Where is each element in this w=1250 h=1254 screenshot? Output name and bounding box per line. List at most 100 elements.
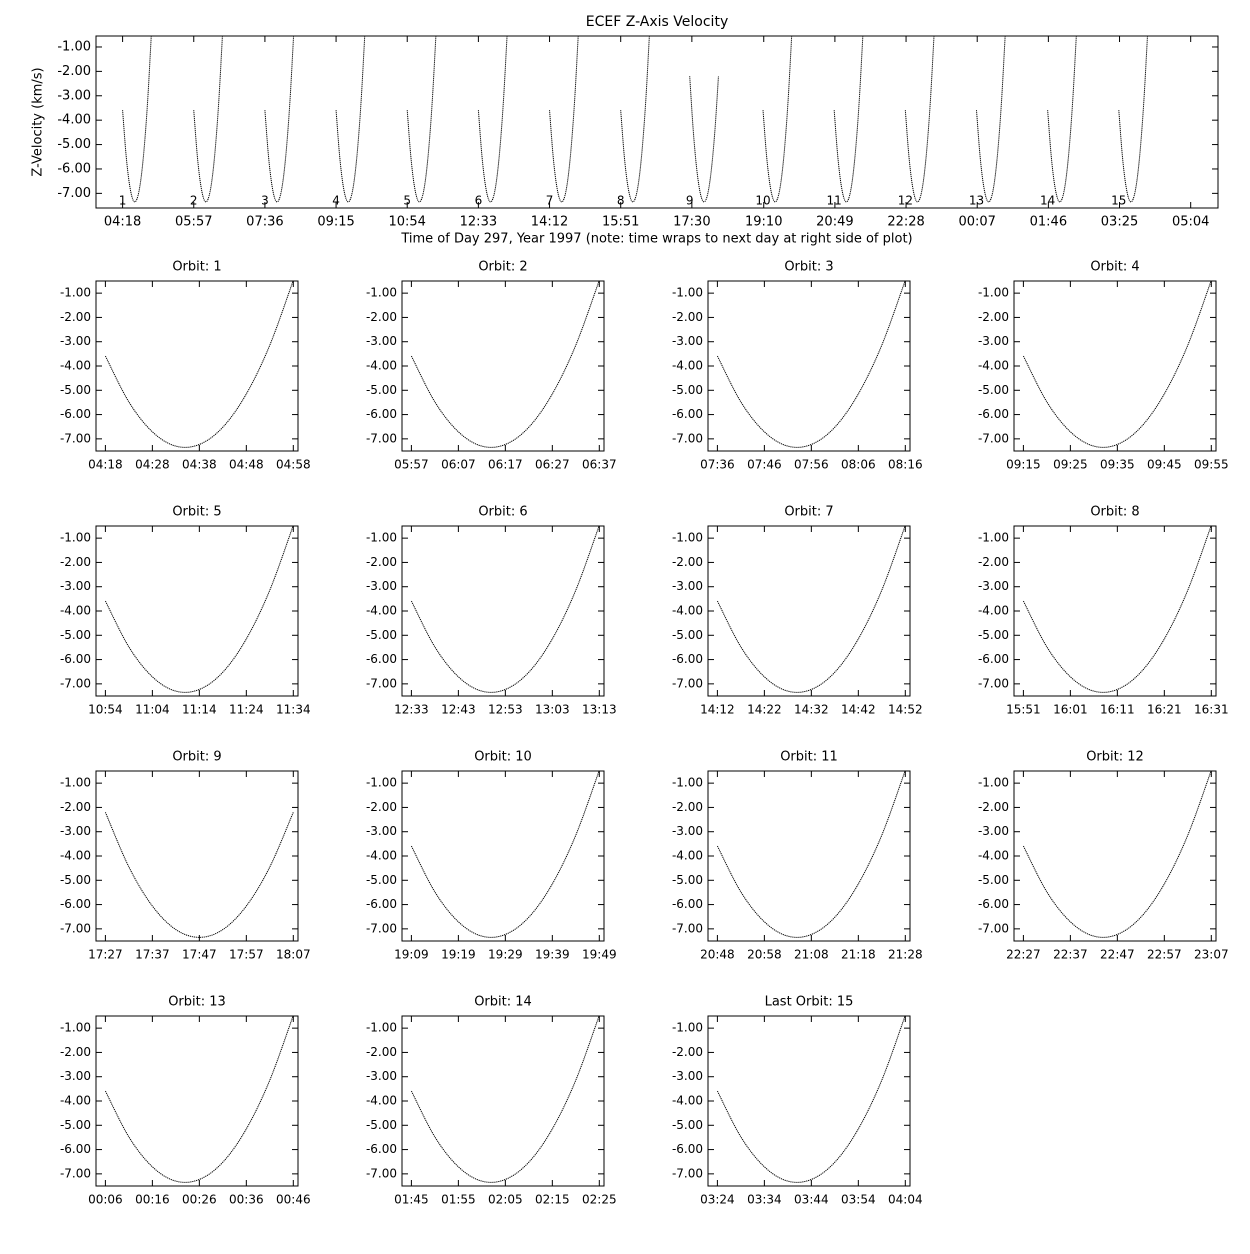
y-tick-label: -3.00: [672, 1069, 703, 1083]
velocity-curve: [716, 281, 906, 448]
y-tick-label: -6.00: [978, 652, 1009, 666]
velocity-curve: [549, 36, 579, 203]
y-tick-label: -5.00: [60, 873, 91, 887]
plot-frame: [707, 770, 911, 942]
y-tick-label: -4.00: [60, 359, 91, 373]
x-tick-label: 12:33: [460, 215, 497, 230]
x-tick-label: 21:08: [794, 948, 829, 962]
y-tick-label: -5.00: [978, 628, 1009, 642]
panel: Orbit: 5 -1.00 -2.00 -3.00 -4.00 -5.00 -6.00 -7…: [60, 505, 311, 717]
x-tick-label: 22:27: [1006, 948, 1041, 962]
y-tick-label: -2.00: [672, 555, 703, 569]
x-tick-label: 15:51: [1006, 703, 1041, 717]
plot-frame: [95, 525, 299, 697]
x-tick-label: 19:39: [535, 948, 570, 962]
x-tick-label: 09:15: [1006, 458, 1041, 472]
x-tick-label: 19:10: [745, 215, 782, 230]
y-tick-label: -2.00: [60, 555, 91, 569]
y-tick-label: -5.00: [60, 1118, 91, 1132]
y-tick-label: -2.00: [978, 800, 1009, 814]
x-tick-label: 15:51: [602, 215, 639, 230]
y-tick-label: -4.00: [60, 1094, 91, 1108]
y-tick-label: -5.00: [60, 383, 91, 397]
y-tick-label: -6.00: [366, 1142, 397, 1156]
x-tick-label: 20:48: [700, 948, 735, 962]
y-tick-label: -7.00: [60, 921, 91, 935]
x-tick-label: 10:54: [388, 215, 425, 230]
velocity-curve: [689, 76, 719, 203]
x-tick-label: 18:07: [276, 948, 311, 962]
y-tick-label: -1.00: [978, 286, 1009, 300]
plot-frame: [95, 35, 1219, 209]
y-tick-label: -6.00: [672, 407, 703, 421]
orbit-label: 2: [190, 194, 198, 208]
panel: Orbit: 12 -1.00 -2.00 -3.00 -4.00 -5.00 -6.00 -…: [978, 750, 1229, 962]
y-tick-label: -1.00: [672, 776, 703, 790]
y-tick-label: -7.00: [60, 676, 91, 690]
y-tick-label: -6.00: [60, 897, 91, 911]
x-tick-label: 07:46: [747, 458, 782, 472]
x-tick-label: 03:34: [747, 1193, 782, 1207]
velocity-curve: [1118, 36, 1148, 203]
x-tick-label: 20:49: [816, 215, 853, 230]
x-tick-label: 14:32: [794, 703, 829, 717]
y-tick-label: -1.00: [366, 286, 397, 300]
y-tick-label: -1.00: [366, 776, 397, 790]
x-tick-label: 02:05: [488, 1193, 523, 1207]
panel: Orbit: 4 -1.00 -2.00 -3.00 -4.00 -5.00 -6.00 -7…: [978, 260, 1229, 472]
orbit-label: 7: [546, 194, 554, 208]
y-tick-label: -4.00: [366, 604, 397, 618]
x-tick-label: 00:26: [182, 1193, 217, 1207]
y-tick-label: -2.00: [978, 555, 1009, 569]
panel: Orbit: 10 -1.00 -2.00 -3.00 -4.00 -5.00 -6.00 -…: [366, 750, 617, 962]
velocity-curve: [410, 771, 600, 938]
x-tick-label: 17:57: [229, 948, 264, 962]
y-tick-label: -7.00: [366, 1166, 397, 1180]
plot-frame: [401, 1015, 605, 1187]
y-tick-label: -1.00: [60, 1021, 91, 1035]
x-tick-label: 00:06: [88, 1193, 123, 1207]
x-tick-label: 20:58: [747, 948, 782, 962]
x-tick-label: 11:14: [182, 703, 217, 717]
y-tick-label: -7.00: [366, 921, 397, 935]
x-axis-label: Time of Day 297, Year 1997 (note: time w…: [400, 232, 912, 247]
y-tick-label: -1.00: [60, 286, 91, 300]
x-tick-label: 06:17: [488, 458, 523, 472]
plot-frame: [707, 280, 911, 452]
y-tick-label: -1.00: [978, 531, 1009, 545]
y-tick-label: -3.00: [366, 1069, 397, 1083]
y-tick-label: -6.00: [978, 897, 1009, 911]
y-tick-label: -4.00: [672, 604, 703, 618]
panel: Orbit: 7 -1.00 -2.00 -3.00 -4.00 -5.00 -6.00 -7…: [672, 505, 923, 717]
x-tick-label: 16:01: [1053, 703, 1088, 717]
y-tick-label: -4.00: [366, 359, 397, 373]
plot-frame: [1013, 770, 1217, 942]
panel: Last Orbit: 15 -1.00 -2.00 -3.00 -4.00 -5.00 -…: [672, 995, 923, 1207]
y-tick-label: -5.00: [366, 628, 397, 642]
y-tick-label: -4.00: [978, 359, 1009, 373]
x-tick-label: 04:18: [104, 215, 141, 230]
x-tick-label: 09:25: [1053, 458, 1088, 472]
y-tick-label: -6.00: [672, 897, 703, 911]
velocity-curve: [620, 36, 650, 203]
y-tick-label: -3.00: [978, 334, 1009, 348]
y-tick-label: -3.00: [60, 824, 91, 838]
x-tick-label: 09:55: [1194, 458, 1229, 472]
x-tick-label: 21:18: [841, 948, 876, 962]
y-tick-label: -1.00: [978, 776, 1009, 790]
y-axis-label: Z-Velocity (km/s): [31, 67, 46, 176]
x-tick-label: 13:03: [535, 703, 570, 717]
y-tick-label: -2.00: [672, 1045, 703, 1059]
velocity-curve: [762, 36, 793, 203]
y-tick-label: -3.00: [366, 334, 397, 348]
chart-title: Orbit: 5: [172, 505, 221, 520]
y-tick-label: -6.00: [366, 407, 397, 421]
y-tick-label: -4.00: [60, 604, 91, 618]
y-tick-label: -1.00: [672, 286, 703, 300]
x-tick-label: 16:11: [1100, 703, 1135, 717]
x-tick-label: 08:06: [841, 458, 876, 472]
x-tick-label: 23:07: [1194, 948, 1229, 962]
orbit-label: 15: [1111, 194, 1126, 208]
orbit-label: 8: [617, 194, 625, 208]
